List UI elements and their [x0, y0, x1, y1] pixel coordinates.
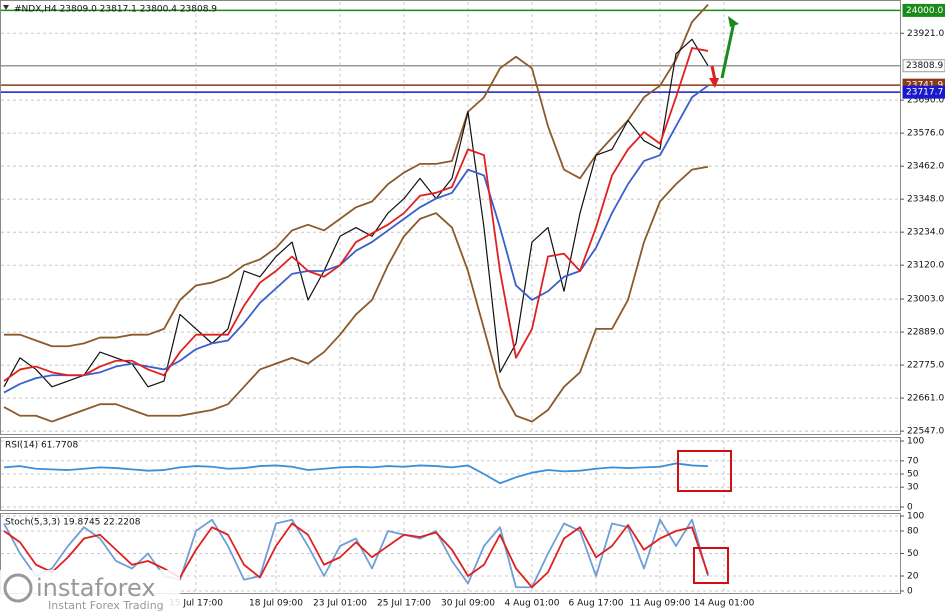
level-label: 24000.0: [906, 6, 943, 16]
y-tick-label: 50: [907, 549, 919, 559]
x-tick-label: 6 Aug 17:00: [569, 599, 624, 609]
brand-tagline: Instant Forex Trading: [48, 599, 164, 612]
y-tick-label: 22661.0: [907, 394, 944, 404]
main-title: #NDX,H4 23809.0 23817.1 23800.4 23808.9: [14, 5, 217, 15]
series-line: [3, 462, 709, 485]
y-tick-label: 70: [907, 456, 919, 466]
y-tick-label: 22775.0: [907, 361, 944, 371]
y-tick-label: 23921.0: [907, 29, 944, 39]
y-tick-label: 23690.0: [907, 96, 944, 106]
brand-logo: instaforex Instant Forex Trading: [0, 570, 180, 615]
down-arrow: [710, 65, 717, 81]
y-tick-label: 23348.0: [907, 195, 944, 205]
brand-icon: [3, 573, 33, 603]
series-line: [3, 47, 709, 382]
level-label-box: [902, 85, 945, 99]
up-arrow: [720, 21, 736, 79]
level-label: 23741.9: [906, 81, 943, 91]
y-tick-label: 50: [907, 470, 919, 480]
series-line: [3, 518, 709, 589]
rsi-highlight: [677, 450, 732, 492]
y-tick-label: 23462.0: [907, 162, 944, 172]
y-tick-label: 23576.0: [907, 129, 944, 139]
up-arrow-head: [728, 16, 739, 27]
series-line: [3, 38, 709, 388]
x-tick-label: 14 Aug 01:00: [694, 599, 755, 609]
y-tick-label: 100: [907, 512, 924, 522]
y-tick-label: 20: [907, 572, 919, 582]
level-label-box: [902, 59, 945, 73]
brand-name: instaforex: [36, 574, 156, 602]
stoch-title: Stoch(5,3,3) 19.8745 22.2208: [5, 518, 141, 528]
x-tick-label: 23 Jul 01:00: [313, 599, 367, 609]
y-tick-label: 0: [907, 587, 913, 597]
series-line: [3, 84, 709, 394]
down-arrow-head: [709, 78, 719, 88]
level-label: 23717.7: [906, 88, 943, 98]
y-tick-label: 22547.0: [907, 427, 944, 437]
series-line: [4, 3, 709, 348]
level-label: 23808.9: [906, 61, 943, 71]
y-tick-label: 0: [907, 503, 913, 513]
series-line: [3, 165, 709, 423]
y-tick-label: 22889.0: [907, 328, 944, 338]
y-tick-label: 80: [907, 527, 919, 537]
main-panel: [0, 0, 901, 435]
x-tick-label: 25 Jul 17:00: [377, 599, 431, 609]
x-tick-label: 18 Jul 09:00: [249, 599, 303, 609]
stoch-highlight: [693, 547, 729, 584]
rsi-title: RSI(14) 61.7708: [5, 441, 78, 451]
x-tick-label: 15 Jul 17:00: [169, 599, 223, 609]
y-tick-label: 100: [907, 437, 924, 447]
x-tick-label: 4 Aug 01:00: [505, 599, 560, 609]
series-line: [3, 522, 709, 589]
y-tick-label: 30: [907, 483, 919, 493]
x-tick-label: 30 Jul 09:00: [441, 599, 495, 609]
y-tick-label: 23003.0: [907, 295, 944, 305]
level-label-box: [902, 3, 945, 17]
y-tick-label: 23234.0: [907, 228, 944, 238]
y-tick-label: 23120.0: [907, 261, 944, 271]
x-tick-label: 11 Aug 09:00: [630, 599, 691, 609]
menu-arrow: [3, 5, 9, 10]
